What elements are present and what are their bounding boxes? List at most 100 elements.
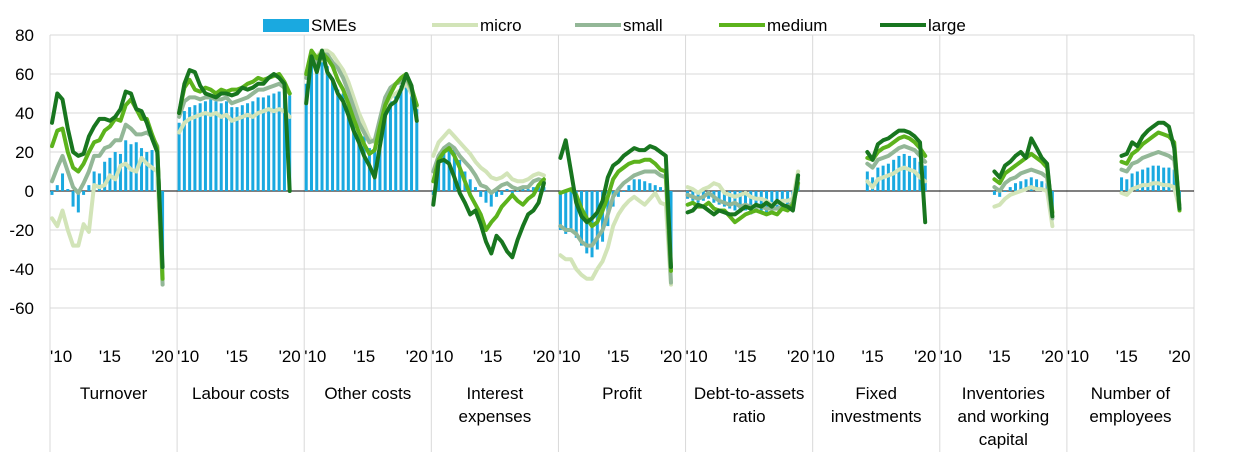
bar-smes <box>1120 177 1124 191</box>
y-tick-label: 20 <box>15 143 34 162</box>
line-large <box>865 128 928 225</box>
bar-smes <box>1141 169 1145 191</box>
legend-label: medium <box>767 16 827 35</box>
panel-label: Labour costs <box>192 384 289 403</box>
bar-smes <box>82 191 86 195</box>
x-tick-label: '20 <box>787 347 809 366</box>
x-tick-label: '20 <box>406 347 428 366</box>
line-small <box>177 81 292 119</box>
bar-smes <box>92 171 96 191</box>
panel-group <box>685 169 801 225</box>
bar-smes <box>277 91 281 191</box>
bar-smes <box>182 111 186 191</box>
x-tick-label: '20 <box>1168 347 1190 366</box>
bar-smes <box>145 152 149 191</box>
legend-label: large <box>928 16 966 35</box>
bar-smes <box>341 93 345 191</box>
bar-smes <box>505 189 509 191</box>
x-tick-label: '20 <box>279 347 301 366</box>
bar-smes <box>1024 179 1028 191</box>
bar-smes <box>219 103 223 191</box>
y-tick-label: 80 <box>15 26 34 45</box>
bar-smes <box>87 185 91 191</box>
bar-smes <box>516 191 520 192</box>
y-tick-label: 0 <box>25 182 34 201</box>
bar-smes <box>442 152 446 191</box>
bar-smes <box>267 95 271 191</box>
bar-smes <box>383 113 387 191</box>
line-large <box>558 138 673 270</box>
bar-smes <box>113 152 117 191</box>
bar-smes <box>209 99 213 191</box>
line-medium <box>685 181 801 225</box>
bar-smes <box>235 107 239 191</box>
bar-smes <box>526 189 530 191</box>
bar-smes <box>728 191 732 209</box>
x-tick-label: '10 <box>558 347 580 366</box>
bar-smes <box>1130 173 1134 191</box>
bar-smes <box>1151 165 1155 191</box>
bar-smes <box>458 159 462 191</box>
line-small <box>685 177 801 211</box>
bar-smes <box>1172 169 1176 191</box>
panel-group <box>304 48 419 191</box>
bar-smes <box>601 191 605 242</box>
x-tick-label: '20 <box>660 347 682 366</box>
panel-label: Fixed investments <box>831 384 922 426</box>
bar-smes <box>399 85 403 191</box>
bar-smes <box>1167 167 1171 191</box>
bar-smes <box>531 187 535 191</box>
bar-smes <box>315 66 319 191</box>
legend-swatch-smes <box>263 19 309 32</box>
x-tick-label: '10 <box>50 347 72 366</box>
bar-smes <box>643 181 647 191</box>
bar-smes <box>246 103 250 191</box>
bar-smes <box>473 187 477 191</box>
x-tick-label: '20 <box>1041 347 1063 366</box>
panel-label: Other costs <box>324 384 411 403</box>
y-tick-label: 60 <box>15 65 34 84</box>
bar-smes <box>489 191 493 207</box>
bar-smes <box>118 153 122 191</box>
x-tick-label: '15 <box>989 347 1011 366</box>
x-tick-label: '20 <box>533 347 555 366</box>
line-micro <box>1119 181 1182 211</box>
bar-smes <box>71 191 75 207</box>
line-medium <box>992 151 1055 215</box>
legend-label: small <box>623 16 663 35</box>
panel-group <box>177 68 292 193</box>
line-micro <box>431 128 546 184</box>
bar-smes <box>558 191 562 230</box>
panel-label: Profit <box>602 384 642 403</box>
bar-smes <box>193 105 197 191</box>
bar-smes <box>574 191 578 238</box>
bar-smes <box>495 191 499 197</box>
bar-smes <box>410 89 414 191</box>
y-tick-label: -40 <box>9 260 34 279</box>
bar-smes <box>282 91 286 191</box>
bar-smes <box>97 173 101 191</box>
y-tick-label: 40 <box>15 104 34 123</box>
bar-smes <box>564 191 568 234</box>
x-tick-label: '10 <box>177 347 199 366</box>
x-tick-label: '10 <box>813 347 835 366</box>
bar-smes <box>754 191 758 213</box>
bar-smes <box>658 187 662 191</box>
bar-smes <box>404 79 408 191</box>
line-micro <box>177 107 292 135</box>
x-tick-label: '10 <box>940 347 962 366</box>
bar-smes <box>177 122 181 191</box>
x-tick-label: '20 <box>152 347 174 366</box>
x-tick-label: '15 <box>226 347 248 366</box>
bar-smes <box>1040 181 1044 191</box>
bar-smes <box>320 62 324 191</box>
bar-smes <box>622 191 626 192</box>
bar-smes <box>1013 183 1017 191</box>
bar-smes <box>346 105 350 191</box>
bar-smes <box>66 189 70 191</box>
x-tick-label: '10 <box>686 347 708 366</box>
bar-smes <box>272 93 276 191</box>
bar-smes <box>304 83 308 191</box>
